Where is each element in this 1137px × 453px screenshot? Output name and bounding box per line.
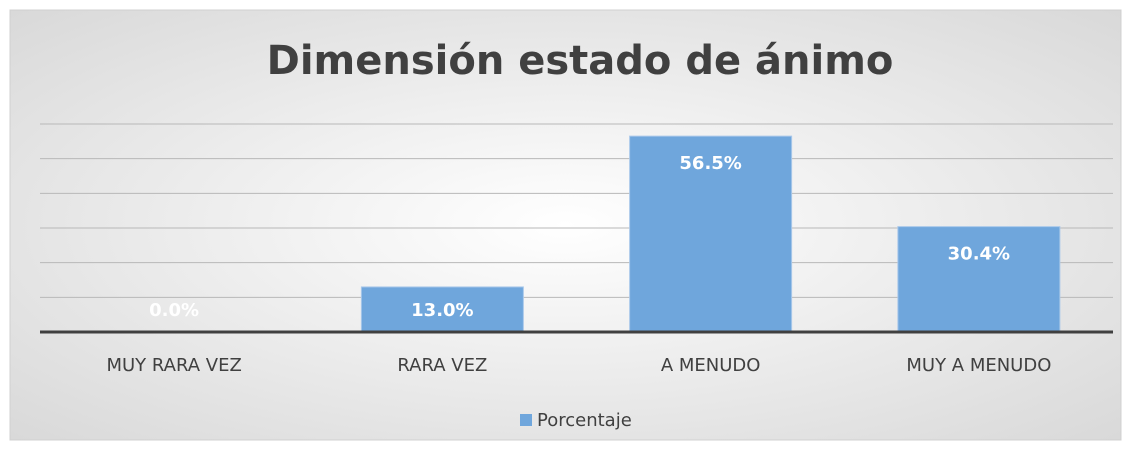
x-tick-label: MUY A MENUDO: [906, 355, 1051, 376]
legend-label: Porcentaje: [537, 410, 632, 431]
data-label: 0.0%: [149, 300, 199, 321]
chart-area: [9, 9, 1122, 441]
x-tick-label: RARA VEZ: [397, 355, 487, 376]
x-tick-label: MUY RARA VEZ: [106, 355, 241, 376]
x-tick-label: A MENUDO: [661, 355, 761, 376]
chart-title: Dimensión estado de ánimo: [267, 38, 894, 84]
data-label: 30.4%: [948, 244, 1010, 265]
legend-swatch: [520, 414, 532, 426]
bar: [360, 286, 524, 333]
data-label: 13.0%: [411, 300, 473, 321]
bar: [629, 135, 793, 333]
data-label: 56.5%: [679, 153, 741, 174]
bar: [897, 226, 1061, 333]
